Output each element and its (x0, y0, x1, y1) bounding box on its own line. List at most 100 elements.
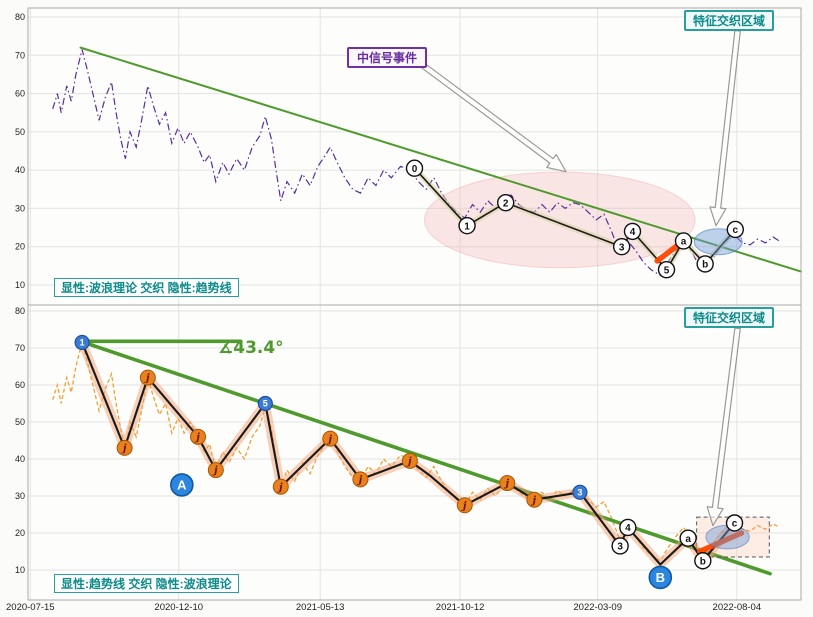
orange-marker-circle (499, 475, 516, 492)
feature-region-label-bottom: 特征交织区域 (684, 307, 775, 328)
y-tick-label: 50 (15, 417, 25, 427)
wave-marker-j: j (352, 471, 369, 488)
panel-border (27, 304, 802, 601)
white-marker-circle (694, 552, 712, 570)
highlight-ellipse-blue (705, 524, 750, 550)
wave-marker-label: a (685, 534, 691, 545)
y-tick-label: 40 (15, 454, 25, 464)
wave-marker-j: j (401, 452, 418, 469)
orange-marker-circle (272, 478, 289, 495)
y-tick-label: 10 (15, 280, 25, 290)
hollow-arrow (421, 63, 567, 173)
wave-marker-b: b (694, 552, 712, 570)
wave-marker-label: 1 (80, 338, 85, 348)
wave-marker-label: 3 (617, 542, 623, 553)
wave-marker-5: 5 (257, 395, 273, 412)
y-tick-label: 70 (15, 50, 25, 60)
white-marker-circle (674, 232, 693, 250)
wave-marker-label: j (503, 479, 509, 490)
wave-marker-label: b (700, 556, 706, 567)
orange-marker-circle (207, 462, 224, 479)
orange-marker-circle (116, 439, 133, 456)
wave-marker-label: j (406, 456, 412, 467)
y-tick-label: 30 (15, 203, 25, 213)
wave-marker-label: j (277, 482, 283, 493)
orange-marker-circle (139, 369, 156, 386)
trend-line (78, 339, 772, 576)
wave-marker-1: 1 (74, 334, 90, 351)
bigblue-marker-circle (648, 565, 673, 590)
white-marker-circle (725, 514, 744, 532)
wave-marker-B: B (648, 565, 673, 590)
y-tick-label: 20 (15, 242, 25, 252)
hollow-arrow (706, 327, 741, 527)
blue-marker-circle (257, 395, 273, 412)
x-tick-label: 2020-07-15 (6, 602, 55, 613)
y-tick-label: 10 (15, 565, 25, 575)
wave-marker-c: c (726, 220, 744, 239)
wave-marker-label: c (732, 519, 738, 530)
wave-marker-label: 4 (630, 227, 636, 238)
wave-marker-label: c (733, 225, 739, 236)
wave-marker-label: 1 (464, 221, 470, 232)
orange-marker-circle (526, 491, 543, 508)
white-marker-circle (619, 518, 637, 537)
wave-marker-3: 3 (572, 484, 588, 500)
wave-marker-A: A (170, 473, 194, 497)
y-tick-label: 60 (15, 380, 25, 390)
signal-red-segment (696, 530, 745, 555)
panel-caption-bottom: 显性:趋势线 交织 隐性:波浪理论 (54, 574, 239, 593)
wave-marker-j: j (139, 369, 156, 386)
wave-marker-label: 2 (503, 198, 509, 209)
wave-marker-3: 3 (612, 238, 631, 256)
blue-marker-circle (74, 334, 90, 351)
white-marker-circle (497, 193, 515, 212)
white-marker-circle (611, 537, 629, 555)
wave-marker-label: B (656, 570, 665, 585)
wave-marker-label: 3 (577, 488, 582, 498)
wave-marker-label: 5 (664, 265, 670, 276)
wave-marker-j: j (116, 439, 133, 456)
price-line (52, 49, 780, 277)
wave-marker-b: b (696, 255, 714, 273)
orange-marker-circle (352, 471, 369, 488)
wave-line (81, 342, 736, 566)
wave-marker-j: j (207, 462, 224, 479)
y-tick-label: 80 (15, 12, 25, 22)
white-marker-circle (657, 260, 676, 279)
y-tick-label: 60 (15, 89, 25, 99)
wave-marker-label: j (357, 475, 363, 486)
white-marker-circle (612, 238, 631, 256)
wave-marker-2: 2 (497, 193, 515, 212)
wave-marker-4: 4 (623, 222, 642, 241)
x-tick-label: 2021-10-12 (436, 602, 485, 613)
wave-marker-label: a (681, 237, 687, 248)
x-tick-label: 2022-03-09 (573, 602, 622, 613)
y-tick-label: 30 (15, 491, 25, 501)
bigblue-marker-circle (170, 473, 194, 497)
angle-label: ∡43.4° (218, 338, 284, 358)
wave-marker-label: A (177, 478, 187, 493)
wave-marker-label: j (326, 434, 332, 445)
orange-marker-circle (190, 428, 207, 445)
x-tick-label: 2021-05-13 (296, 602, 345, 613)
wave-marker-a: a (679, 529, 697, 547)
orange-marker-circle (401, 452, 418, 469)
wave-marker-label: j (121, 444, 127, 455)
wave-marker-3: 3 (611, 537, 629, 555)
wave-marker-label: b (702, 260, 708, 271)
white-marker-circle (679, 529, 697, 547)
wave-marker-label: 0 (412, 164, 418, 175)
wave-marker-5: 5 (657, 260, 676, 279)
wave-marker-1: 1 (458, 216, 476, 235)
panel-caption-top: 显性:波浪理论 交织 隐性:趋势线 (54, 278, 239, 297)
hollow-arrow (709, 29, 741, 227)
y-tick-label: 20 (15, 528, 25, 538)
wave-marker-label: j (531, 495, 537, 506)
wave-marker-0: 0 (405, 159, 424, 177)
wave-marker-label: j (144, 373, 150, 384)
wave-marker-j: j (526, 491, 543, 508)
white-marker-circle (623, 222, 642, 241)
orange-marker-circle (322, 430, 339, 447)
